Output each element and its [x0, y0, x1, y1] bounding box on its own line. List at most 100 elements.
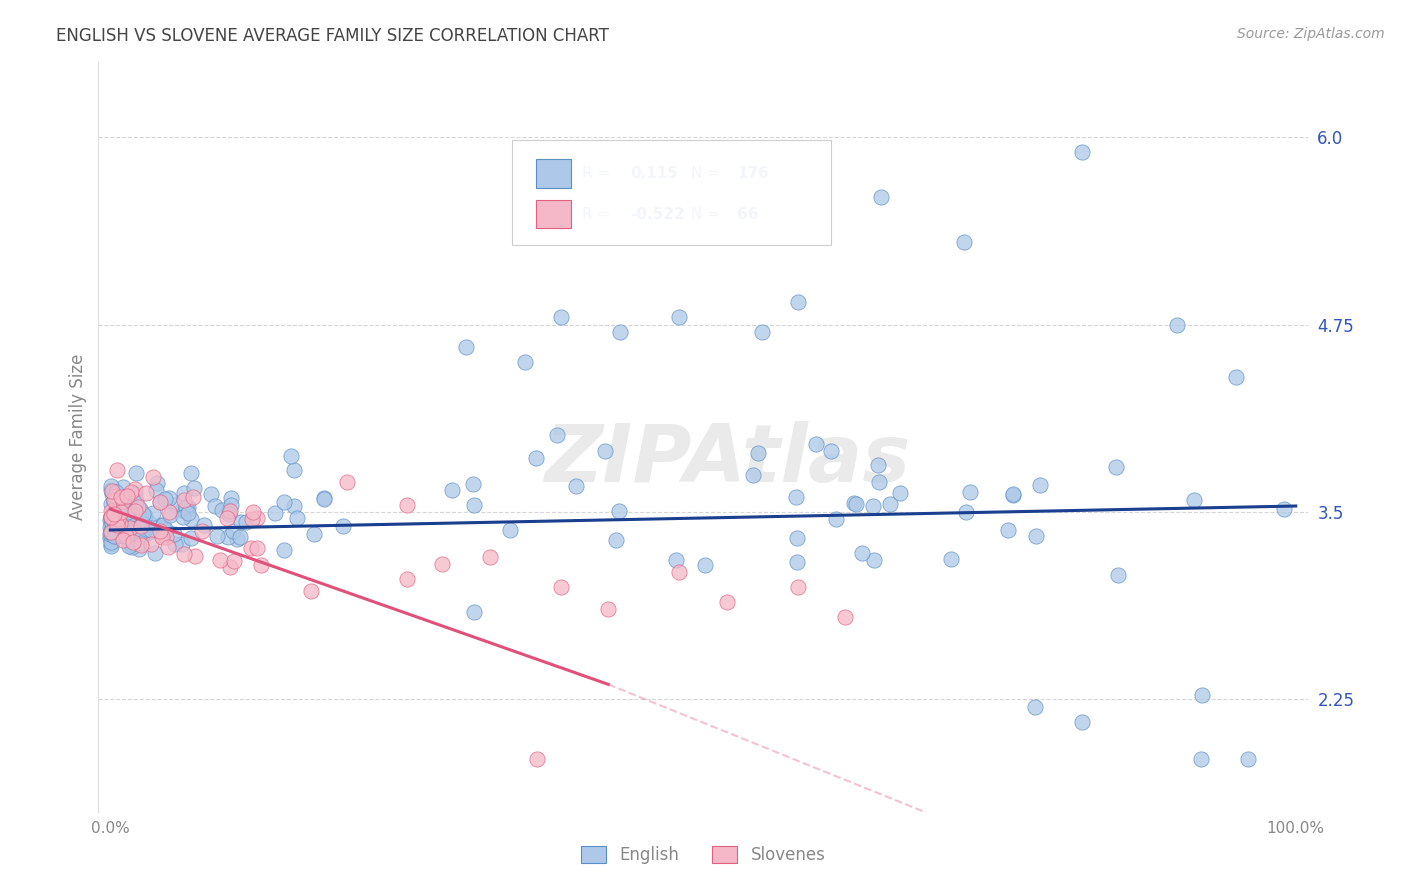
Point: [245, 511, 267, 525]
Point: [100, 483, 122, 497]
Point: [1225, 370, 1247, 384]
Point: [112, 533, 135, 548]
Point: [127, 500, 149, 515]
Point: [174, 504, 197, 518]
Point: [146, 476, 169, 491]
Point: [524, 450, 547, 465]
Point: [806, 436, 828, 450]
Point: [142, 507, 165, 521]
Point: [111, 480, 134, 494]
Point: [105, 512, 128, 526]
Point: [139, 524, 162, 538]
Point: [785, 490, 807, 504]
Text: R =: R =: [582, 207, 610, 221]
Text: -0.522: -0.522: [630, 207, 685, 221]
Point: [224, 554, 246, 568]
Point: [121, 500, 143, 515]
Point: [100, 540, 122, 554]
Point: [115, 505, 138, 519]
Point: [302, 526, 325, 541]
Point: [145, 483, 167, 497]
Point: [132, 524, 155, 538]
Point: [1024, 699, 1046, 714]
Point: [110, 502, 132, 516]
Point: [955, 505, 977, 519]
Point: [100, 479, 122, 493]
Point: [1107, 568, 1129, 582]
Point: [440, 483, 463, 497]
Point: [1029, 478, 1052, 492]
Point: [273, 542, 295, 557]
Point: [118, 502, 141, 516]
Point: [879, 497, 901, 511]
Point: [142, 470, 165, 484]
Point: [751, 325, 773, 339]
Text: N =: N =: [690, 166, 720, 181]
Point: [550, 310, 572, 325]
Point: [100, 510, 122, 524]
Legend: English, Slovenes: English, Slovenes: [574, 839, 832, 871]
Point: [103, 515, 125, 529]
Point: [103, 489, 125, 503]
Point: [143, 546, 166, 560]
Point: [336, 475, 359, 489]
Point: [129, 532, 152, 546]
Point: [115, 508, 138, 523]
Point: [103, 495, 125, 509]
Point: [100, 523, 122, 537]
Point: [219, 491, 242, 506]
Point: [231, 516, 253, 530]
Point: [129, 518, 152, 533]
Point: [862, 499, 884, 513]
Point: [110, 505, 132, 519]
Point: [107, 518, 129, 533]
Point: [546, 428, 568, 442]
Point: [312, 492, 335, 507]
Point: [842, 496, 865, 510]
Point: [695, 558, 717, 572]
Point: [174, 500, 197, 514]
Point: [105, 518, 128, 533]
Point: [851, 545, 873, 559]
Point: [463, 605, 485, 619]
Point: [1191, 688, 1213, 702]
Point: [1237, 752, 1260, 766]
Point: [226, 532, 249, 546]
Point: [246, 541, 269, 555]
Point: [1272, 502, 1295, 516]
Point: [131, 509, 153, 524]
Point: [120, 502, 142, 516]
Point: [183, 481, 205, 495]
Point: [132, 507, 155, 521]
Point: [845, 497, 868, 511]
Point: [105, 529, 128, 543]
Point: [211, 502, 233, 516]
Point: [173, 492, 195, 507]
Point: [609, 504, 631, 518]
Point: [104, 491, 127, 505]
Point: [1182, 493, 1205, 508]
Point: [138, 524, 160, 539]
Point: [103, 529, 125, 543]
Point: [332, 519, 354, 533]
Point: [105, 517, 128, 532]
Point: [107, 512, 129, 526]
Point: [863, 553, 886, 567]
Point: [128, 501, 150, 516]
Point: [98, 531, 121, 545]
Point: [172, 510, 194, 524]
Point: [150, 530, 173, 544]
Point: [1071, 145, 1094, 160]
Point: [131, 529, 153, 543]
Point: [395, 498, 418, 512]
Point: [219, 560, 242, 574]
Point: [598, 602, 620, 616]
Point: [463, 499, 485, 513]
Point: [112, 529, 135, 543]
Point: [149, 494, 172, 508]
Point: [312, 491, 335, 506]
Point: [122, 519, 145, 533]
Point: [952, 235, 974, 250]
Point: [550, 580, 572, 594]
Point: [741, 467, 763, 482]
